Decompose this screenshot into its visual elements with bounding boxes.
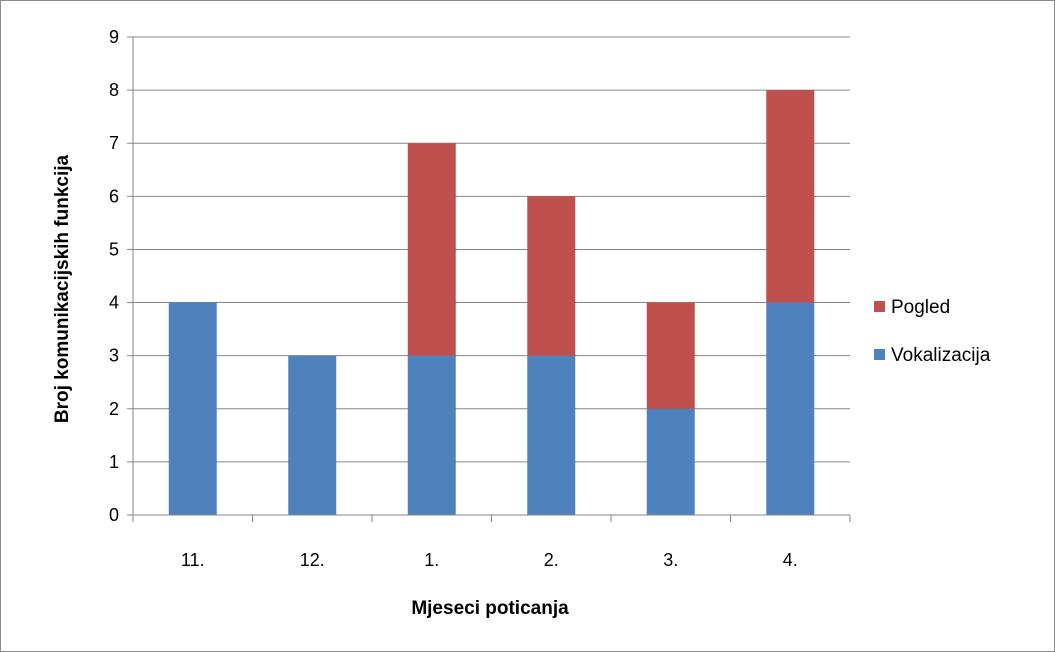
legend-swatch-vokalizacija: [874, 349, 885, 360]
x-tick-label: 11.: [181, 550, 205, 570]
y-tick-label: 7: [109, 133, 119, 153]
bar-pogled-2: [527, 196, 576, 356]
legend-label-pogled: Pogled: [891, 297, 950, 318]
y-tick-label: 9: [109, 27, 119, 47]
bar-vokalizacija-11: [168, 302, 217, 515]
y-tick-label: 6: [109, 186, 119, 206]
bar-vokalizacija-12: [288, 355, 337, 515]
bar-vokalizacija-1: [407, 355, 456, 515]
y-tick-label: 4: [109, 293, 119, 313]
y-tick-label: 1: [109, 452, 119, 472]
bar-vokalizacija-3: [646, 408, 695, 515]
y-axis-title: Broj komunikacijskih funkcija: [52, 154, 73, 423]
bar-pogled-4: [766, 90, 815, 303]
y-tick-label: 8: [109, 80, 119, 100]
legend: Pogled Vokalizacija: [874, 297, 991, 366]
y-axis-ticks: 0 1 2 3 4 5 6 7 8 9: [109, 27, 133, 525]
bars: [168, 90, 815, 515]
x-tick-label: 4.: [783, 550, 798, 570]
legend-swatch-pogled: [874, 301, 885, 312]
y-tick-label: 5: [109, 239, 119, 259]
x-tick-label: 2.: [544, 550, 559, 570]
gridlines: [133, 36, 850, 463]
x-tick-label: 12.: [300, 550, 325, 570]
axes: [132, 37, 850, 516]
bar-vokalizacija-2: [527, 355, 576, 515]
legend-label-vokalizacija: Vokalizacija: [891, 345, 991, 366]
bar-pogled-3: [646, 302, 695, 409]
y-tick-label: 3: [109, 346, 119, 366]
x-axis-title: Mjeseci poticanja: [411, 598, 569, 619]
x-tick-label: 1.: [424, 550, 439, 570]
x-tick-label: 3.: [663, 550, 678, 570]
bar-pogled-1: [407, 143, 456, 356]
x-axis-ticks: 11. 12. 1. 2. 3. 4.: [132, 515, 851, 570]
y-tick-label: 0: [109, 505, 119, 525]
y-tick-label: 2: [109, 399, 119, 419]
bar-vokalizacija-4: [766, 302, 815, 515]
